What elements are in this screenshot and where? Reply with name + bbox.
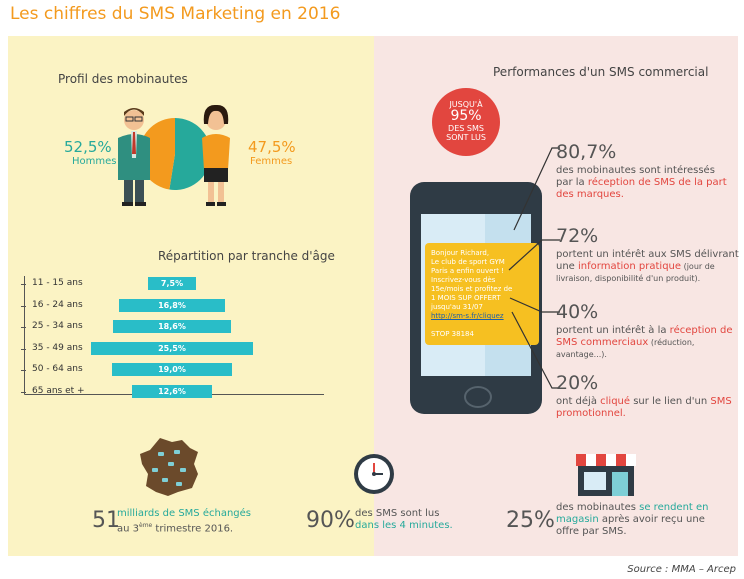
connector-lines [508, 147, 560, 389]
perf-heading: Performances d'un SMS commercial [493, 65, 709, 79]
man-icon [118, 108, 150, 206]
circle-line-1: JUSQU'À [449, 100, 483, 109]
circle-line-2: 95% [450, 108, 482, 124]
femmes-pct: 47,5% [248, 138, 296, 156]
age-axis-tick [21, 284, 26, 285]
stat1-text: des mobinautes sont intéressés par la ré… [556, 165, 727, 200]
femmes-label: Femmes [250, 156, 293, 167]
bottom-stat3-number: 25% [506, 508, 555, 533]
source-note: Source : MMA – Arcep [627, 564, 736, 575]
age-bar: 25,5% [91, 341, 253, 355]
pie-slice-hommes [169, 118, 212, 190]
age-category-label: 11 - 15 ans [32, 278, 83, 288]
stat3-number: 40% [556, 301, 599, 323]
age-axis-tick [21, 348, 26, 350]
age-category-label: 65 ans et + [32, 385, 85, 396]
bottom-stat1-text: milliards de SMS échangés au 3ème trimes… [117, 508, 251, 535]
sms-line: Paris a enfin ouvert ! [431, 267, 505, 275]
stat2-text: portent un intérêt aux SMS délivrant une… [556, 249, 739, 283]
age-bar: 12,6% [131, 384, 213, 398]
sms-link: http://sm-s.fr/cliquez [431, 312, 504, 320]
age-axis-tick [21, 327, 26, 328]
age-category-label: 25 - 34 ans [32, 321, 83, 331]
bottom-stat2-text: des SMS sont lus dans les 4 minutes. [355, 508, 453, 531]
woman-icon [202, 104, 230, 206]
hommes-pct: 52,5% [64, 138, 112, 156]
age-bar: 19,0% [111, 363, 233, 376]
store-icon [576, 454, 636, 496]
sms-line: 1 MOIS SUP OFFERT [431, 294, 501, 302]
profil-heading: Profil des mobinautes [58, 72, 188, 86]
age-axis-tick [21, 370, 26, 371]
age-bar: 18,6% [112, 320, 232, 333]
sms-line: 15e/mois et profitez de [431, 285, 513, 293]
age-axis-tick [21, 391, 26, 393]
bottom-stat2-number: 90% [306, 508, 355, 533]
circle-line-4: SONT LUS [446, 133, 486, 142]
home-button [464, 386, 492, 408]
stat1-number: 80,7% [556, 141, 617, 163]
sms-line: jusqu'au 31/07 [431, 303, 483, 311]
age-bar: 7,5% [148, 277, 196, 290]
stat2-number: 72% [556, 225, 599, 247]
france-map-icon [140, 438, 198, 496]
age-category-label: 16 - 24 ans [32, 299, 83, 310]
age-category-label: 35 - 49 ans [32, 342, 83, 353]
stat4-number: 20% [556, 372, 599, 394]
sms-line: Le club de sport GYM [431, 258, 505, 266]
stat4-text: ont déjà cliqué sur le lien d'un SMS pro… [556, 396, 732, 419]
age-heading: Répartition par tranche d'âge [158, 249, 335, 263]
sms-line: Inscrivez-vous dès [431, 276, 496, 284]
gender-illustration [118, 104, 230, 206]
age-chart: 11 - 15 ans 7,5% 16 - 24 ans 16,8% 25 - 34 a… [21, 276, 324, 406]
stat3-text: portent un intérêt à la réception de SMS… [556, 325, 733, 359]
hommes-label: Hommes [72, 156, 117, 167]
age-axis [24, 276, 25, 394]
age-bar: 16,8% [118, 298, 226, 312]
sms-line: STOP 38184 [431, 330, 474, 338]
sms-line: Bonjour Richard, [431, 249, 490, 257]
bottom-stat1-number: 51 [92, 508, 120, 533]
bottom-stat3-text: des mobinautes se rendent en magasin apr… [556, 502, 709, 537]
age-axis-tick [21, 305, 26, 307]
age-category-label: 50 - 64 ans [32, 364, 83, 374]
right-panel-bottom [374, 446, 738, 556]
circle-line-3: DES SMS [448, 124, 484, 133]
page-title: Les chiffres du SMS Marketing en 2016 [10, 4, 341, 24]
clock-icon [354, 454, 394, 494]
read-rate-circle: JUSQU'À 95% DES SMS SONT LUS [432, 88, 500, 156]
